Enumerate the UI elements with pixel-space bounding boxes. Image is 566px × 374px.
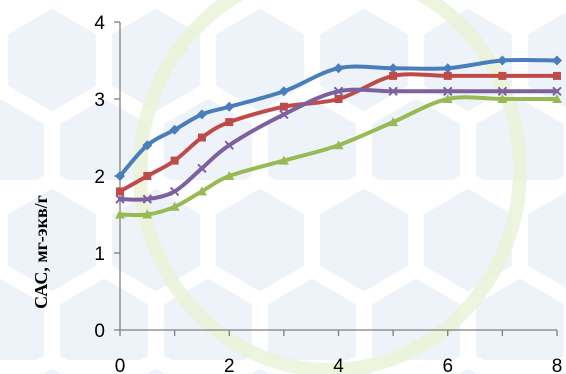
x-tick-label: 6	[442, 356, 453, 374]
data-point	[170, 156, 179, 165]
data-point	[197, 163, 207, 174]
data-point	[388, 117, 399, 127]
series-3	[115, 86, 562, 204]
data-point	[115, 209, 125, 219]
data-point	[442, 94, 453, 103]
data-point	[278, 86, 289, 97]
x-tick-label: 0	[115, 356, 126, 374]
series-4	[115, 94, 562, 219]
data-point	[279, 102, 288, 111]
data-point	[389, 71, 398, 80]
data-point	[388, 86, 398, 97]
data-point	[169, 201, 180, 211]
data-point	[552, 94, 562, 103]
data-point	[333, 140, 344, 150]
data-point	[197, 133, 206, 142]
data-point	[552, 86, 562, 97]
data-point	[142, 209, 153, 219]
y-tick-label: 1	[94, 244, 105, 265]
data-point	[279, 109, 289, 120]
data-point	[115, 194, 125, 204]
data-point	[196, 109, 207, 120]
data-point	[116, 187, 124, 196]
data-point	[388, 63, 399, 74]
x-tick-label: 8	[552, 356, 563, 374]
data-point	[225, 118, 234, 127]
data-point	[443, 71, 452, 80]
data-point	[169, 186, 180, 197]
data-point	[169, 124, 180, 135]
data-point	[498, 71, 507, 80]
y-tick-label: 0	[94, 321, 105, 342]
data-point	[142, 140, 153, 151]
data-point	[497, 94, 508, 103]
tick-labels: 0 1 2 3 4 0 2 4 6 8	[94, 13, 562, 374]
data-point	[142, 194, 153, 204]
x-tick-label: 4	[333, 356, 344, 374]
y-tick-label: 2	[94, 167, 105, 188]
data-point	[333, 63, 344, 74]
data-point	[224, 171, 235, 180]
y-axis-label: САС, мг-экв/г	[31, 195, 51, 309]
data-point	[443, 86, 453, 97]
data-point	[333, 86, 344, 97]
series-2	[116, 71, 561, 196]
series-1	[115, 55, 562, 181]
data-point	[334, 95, 343, 103]
data-point	[143, 172, 152, 180]
data-point	[224, 101, 235, 112]
x-tick-label: 2	[224, 356, 235, 374]
y-tick-label: 3	[94, 90, 105, 111]
watermark-ring	[133, 0, 527, 374]
data-point	[224, 140, 234, 150]
data-point	[442, 63, 453, 74]
data-point	[553, 71, 561, 80]
series-layer	[115, 55, 562, 219]
data-point	[115, 171, 125, 181]
data-point	[278, 155, 289, 165]
data-point	[497, 55, 508, 66]
y-tick-label: 4	[94, 13, 105, 34]
data-point	[196, 186, 207, 196]
data-point	[552, 55, 562, 66]
data-point	[497, 86, 508, 97]
